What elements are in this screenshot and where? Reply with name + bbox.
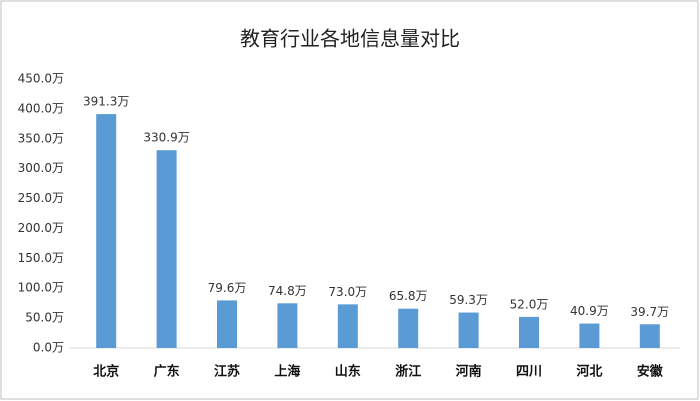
value-label: 330.9万 xyxy=(143,131,189,145)
bar xyxy=(458,312,479,348)
y-tick-label: 200.0万 xyxy=(18,221,64,235)
x-tick-label: 广东 xyxy=(154,364,180,380)
bar xyxy=(96,114,117,348)
value-label: 52.0万 xyxy=(510,297,549,311)
x-tick-label: 四川 xyxy=(516,365,542,380)
bar xyxy=(398,308,419,348)
value-label: 40.9万 xyxy=(570,304,609,318)
x-tick-label: 河北 xyxy=(576,364,602,380)
y-tick-label: 150.0万 xyxy=(18,251,64,265)
value-label: 391.3万 xyxy=(83,95,129,109)
chart-title: 教育行业各地信息量对比 xyxy=(240,27,460,51)
x-tick-label: 浙江 xyxy=(395,364,421,380)
value-label: 39.7万 xyxy=(630,305,669,319)
bar xyxy=(579,323,600,348)
bar xyxy=(639,324,660,348)
value-label: 59.3万 xyxy=(449,293,488,307)
value-label: 74.8万 xyxy=(268,284,307,298)
bar xyxy=(156,150,177,348)
y-tick-label: 350.0万 xyxy=(18,131,64,145)
x-tick-label: 北京 xyxy=(93,364,119,380)
y-tick-label: 100.0万 xyxy=(18,281,64,295)
y-tick-label: 300.0万 xyxy=(18,161,64,175)
value-label: 79.6万 xyxy=(208,281,247,295)
x-tick-label: 上海 xyxy=(274,364,300,380)
x-tick-label: 山东 xyxy=(335,364,361,380)
y-tick-label: 450.0万 xyxy=(18,72,64,86)
x-tick-label: 江苏 xyxy=(214,364,240,380)
bar xyxy=(277,303,298,348)
bar xyxy=(519,316,539,348)
y-tick-label: 400.0万 xyxy=(18,101,64,115)
value-label: 65.8万 xyxy=(389,289,428,303)
y-tick-label: 50.0万 xyxy=(25,311,64,325)
bar xyxy=(217,300,237,348)
x-tick-label: 河南 xyxy=(456,364,482,380)
y-tick-label: 250.0万 xyxy=(18,191,64,205)
value-label: 73.0万 xyxy=(328,285,367,299)
bar xyxy=(337,304,358,348)
x-tick-label: 安徽 xyxy=(637,364,664,380)
y-tick-label: 0.0万 xyxy=(33,341,64,355)
